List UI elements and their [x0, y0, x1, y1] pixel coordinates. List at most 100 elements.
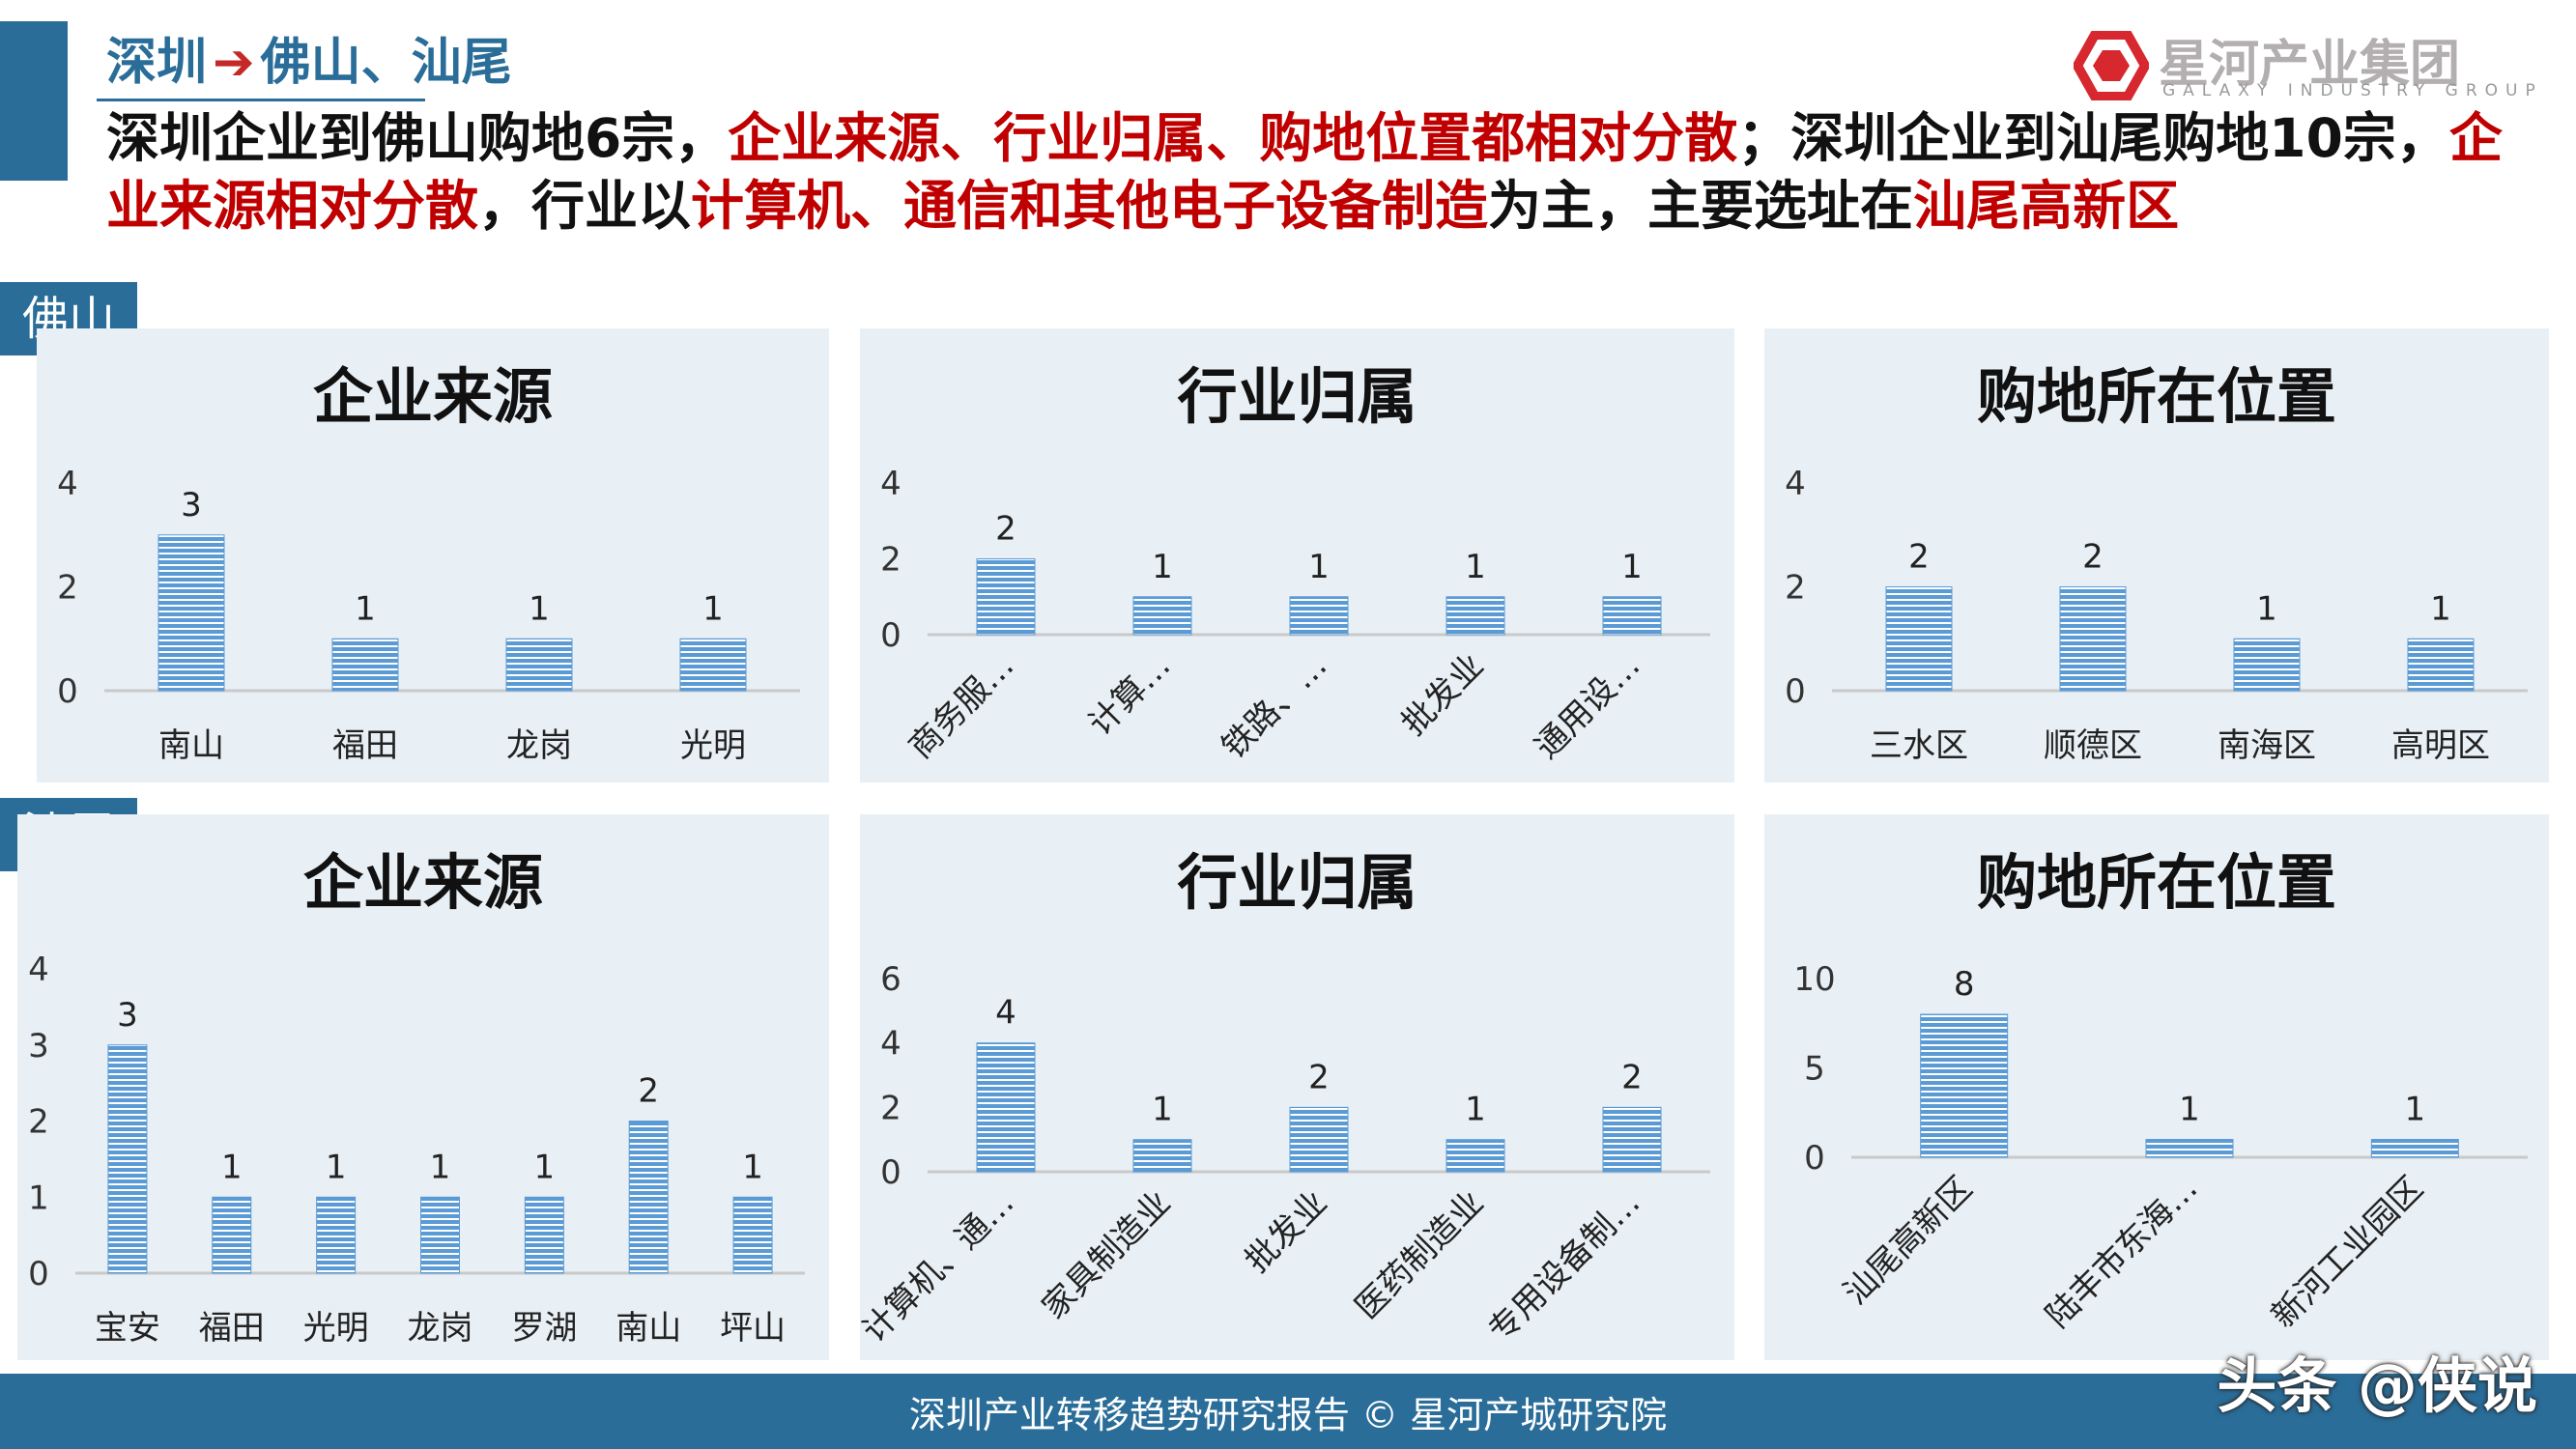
- data-label: 2: [995, 510, 1016, 549]
- company-logo: 星河产业集团 GALAXY INDUSTRY GROUP: [2074, 23, 2535, 110]
- x-tick-label: 家具制造业: [1035, 1183, 1178, 1326]
- logo-text-cn: 星河产业集团: [2159, 36, 2461, 94]
- y-tick-label: 2: [880, 1089, 902, 1127]
- footer-bar: 深圳产业转移趋势研究报告 © 星河产城研究院 头条 @侠说: [0, 1350, 2576, 1449]
- headline-part: ，行业以: [478, 175, 692, 237]
- chart-panel-foshan-industry: 行业归属 0 2 4 2 商务服… 1 计算… 1 铁路、… 1 批发业 1 通用设…: [860, 328, 1734, 782]
- y-tick-label: 6: [880, 960, 902, 999]
- chart-title: 行业归属: [1177, 847, 1417, 918]
- x-tick-label: 批发业: [1238, 1183, 1334, 1280]
- x-tick-label: 计算…: [1081, 646, 1178, 743]
- bar: [1602, 1106, 1662, 1173]
- y-tick-label: 2: [57, 569, 78, 608]
- headline-part: ；深圳企业到汕尾购地10宗，: [1737, 107, 2449, 169]
- data-label: 2: [638, 1072, 659, 1111]
- author-signature: 头条 @侠说: [2217, 1350, 2537, 1421]
- data-label: 2: [2082, 538, 2104, 577]
- bar: [1445, 596, 1505, 636]
- data-label: 1: [1152, 1091, 1173, 1129]
- chart-title: 购地所在位置: [1977, 847, 2336, 918]
- x-tick-label: 新河工业园区: [2264, 1169, 2431, 1336]
- x-tick-label: 铁路、…: [1215, 646, 1334, 766]
- data-label: 1: [702, 589, 724, 628]
- data-label: 2: [1621, 1058, 1643, 1096]
- data-label: 3: [181, 486, 202, 525]
- headline-highlight: 计算机、通信和其他电子设备制造: [691, 175, 1489, 237]
- data-label: 1: [430, 1148, 451, 1186]
- y-tick-label: 3: [28, 1027, 49, 1065]
- bar: [107, 1044, 148, 1274]
- bar: [316, 1196, 357, 1274]
- y-tick-label: 4: [880, 465, 902, 503]
- y-tick-label: 0: [1785, 672, 1806, 711]
- data-label: 1: [742, 1148, 763, 1186]
- bar: [1289, 596, 1349, 636]
- x-tick-label: 三水区: [1870, 726, 1968, 765]
- bar: [524, 1196, 564, 1274]
- y-tick-label: 4: [28, 951, 49, 989]
- y-tick-label: 1: [28, 1179, 49, 1217]
- bar: [420, 1196, 460, 1274]
- logo-mark-icon: [2074, 31, 2149, 100]
- x-tick-label: 龙岗: [408, 1309, 473, 1348]
- x-tick-label: 通用设…: [1528, 646, 1647, 766]
- logo-text-en: GALAXY INDUSTRY GROUP: [2162, 81, 2543, 100]
- x-tick-label: 宝安: [95, 1309, 160, 1348]
- bar: [1289, 1106, 1349, 1173]
- x-tick-label: 批发业: [1394, 646, 1491, 743]
- x-tick-label: 医药制造业: [1348, 1183, 1491, 1326]
- y-tick-label: 2: [880, 541, 902, 580]
- arrow-right-icon: ➔: [213, 34, 255, 92]
- bar: [679, 638, 747, 692]
- data-label: 1: [2405, 1091, 2426, 1129]
- bar: [732, 1196, 773, 1274]
- data-label: 1: [326, 1148, 347, 1186]
- y-tick-label: 0: [880, 1153, 902, 1192]
- bar-chart: 购地所在位置 0 2 4 2 三水区 2 顺德区 1 南海区 1 高明区: [1785, 361, 2528, 765]
- y-tick-label: 4: [57, 465, 78, 503]
- bar: [157, 534, 225, 692]
- y-tick-label: 0: [880, 616, 902, 655]
- x-tick-label: 专用设备制…: [1481, 1183, 1648, 1350]
- x-tick-label: 商务服…: [902, 646, 1021, 766]
- y-tick-label: 2: [1785, 569, 1806, 608]
- data-label: 1: [221, 1148, 243, 1186]
- data-label: 1: [355, 589, 376, 628]
- data-label: 1: [534, 1148, 556, 1186]
- data-label: 1: [1152, 548, 1173, 586]
- bar-chart: 行业归属 0 2 4 2 商务服… 1 计算… 1 铁路、… 1 批发业 1 通用设…: [880, 361, 1710, 767]
- x-tick-label: 计算机、通…: [860, 1183, 1021, 1350]
- bar: [2407, 638, 2475, 692]
- bar-chart: 购地所在位置 0 5 10 8 汕尾高新区 1 陆丰市东海… 1 新河工业园区: [1793, 847, 2528, 1336]
- bar-chart: 行业归属 0 2 4 6 4 计算机、通… 1 家具制造业 2 批发业 1 医药制造业 2 专用设备制…: [860, 847, 1710, 1350]
- chart-panel-foshan-source: 企业来源 0 2 4 3 南山 1 福田 1 龙岗 1 光明: [37, 328, 829, 782]
- chart-title: 购地所在位置: [1977, 361, 2336, 432]
- x-tick-label: 龙岗: [506, 726, 572, 765]
- breadcrumb-to: 佛山、汕尾: [260, 34, 512, 92]
- x-tick-label: 南山: [615, 1309, 681, 1348]
- breadcrumb-underline: [97, 99, 425, 101]
- y-tick-label: 0: [28, 1255, 49, 1293]
- breadcrumb: 深圳 ➔ 佛山、汕尾: [106, 21, 512, 94]
- chart-panel-shanwei-industry: 行业归属 0 2 4 6 4 计算机、通… 1 家具制造业 2 批发业 1 医药制造业 2 专用设备制…: [860, 814, 1734, 1360]
- data-label: 1: [1308, 548, 1330, 586]
- x-tick-label: 汕尾高新区: [1837, 1169, 1980, 1312]
- breadcrumb-from: 深圳: [106, 34, 208, 92]
- chart-panel-foshan-location: 购地所在位置 0 2 4 2 三水区 2 顺德区 1 南海区 1 高明区: [1764, 328, 2549, 782]
- bar: [505, 638, 573, 692]
- x-tick-label: 高明区: [2391, 726, 2490, 765]
- bar-chart: 企业来源 0 2 4 3 南山 1 福田 1 龙岗 1 光明: [57, 361, 800, 765]
- chart-title: 企业来源: [313, 361, 553, 432]
- data-label: 4: [995, 994, 1016, 1033]
- headline-part: 为主，主要选址在: [1488, 175, 1914, 237]
- x-tick-label: 陆丰市东海…: [2039, 1169, 2206, 1336]
- bar-chart: 企业来源 0 1 2 3 4 3 宝安 1 福田 1 光明 1 龙岗 1 罗湖 2 南山 1 坪山: [28, 847, 805, 1348]
- y-tick-label: 0: [57, 672, 78, 711]
- data-label: 1: [529, 589, 550, 628]
- data-label: 2: [1908, 538, 1930, 577]
- chart-panel-shanwei-location: 购地所在位置 0 5 10 8 汕尾高新区 1 陆丰市东海… 1 新河工业园区: [1764, 814, 2549, 1360]
- bar: [331, 638, 399, 692]
- y-tick-label: 4: [1785, 465, 1806, 503]
- y-tick-label: 2: [28, 1103, 49, 1142]
- data-label: 1: [1621, 548, 1643, 586]
